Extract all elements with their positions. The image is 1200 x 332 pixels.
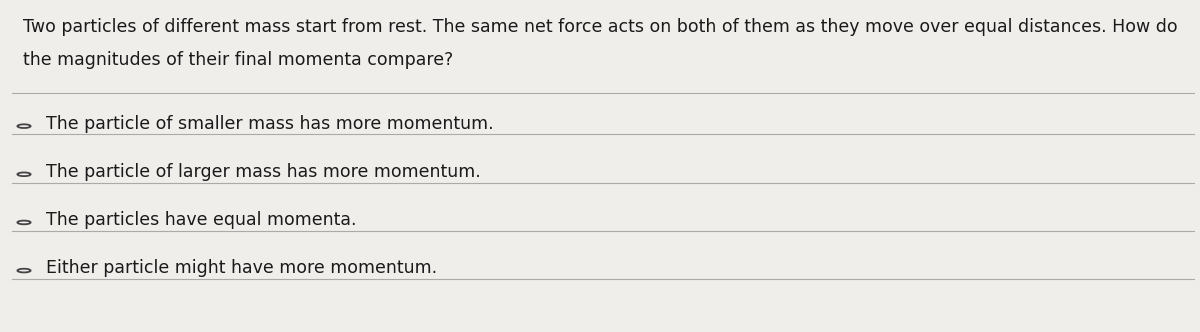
Text: The particle of smaller mass has more momentum.: The particle of smaller mass has more mo… [46, 115, 493, 132]
Text: Either particle might have more momentum.: Either particle might have more momentum… [46, 259, 437, 277]
Text: The particles have equal momenta.: The particles have equal momenta. [46, 211, 356, 229]
Text: The particle of larger mass has more momentum.: The particle of larger mass has more mom… [46, 163, 480, 181]
Text: Two particles of different mass start from rest. The same net force acts on both: Two particles of different mass start fr… [23, 18, 1177, 36]
Text: the magnitudes of their final momenta compare?: the magnitudes of their final momenta co… [23, 51, 454, 69]
